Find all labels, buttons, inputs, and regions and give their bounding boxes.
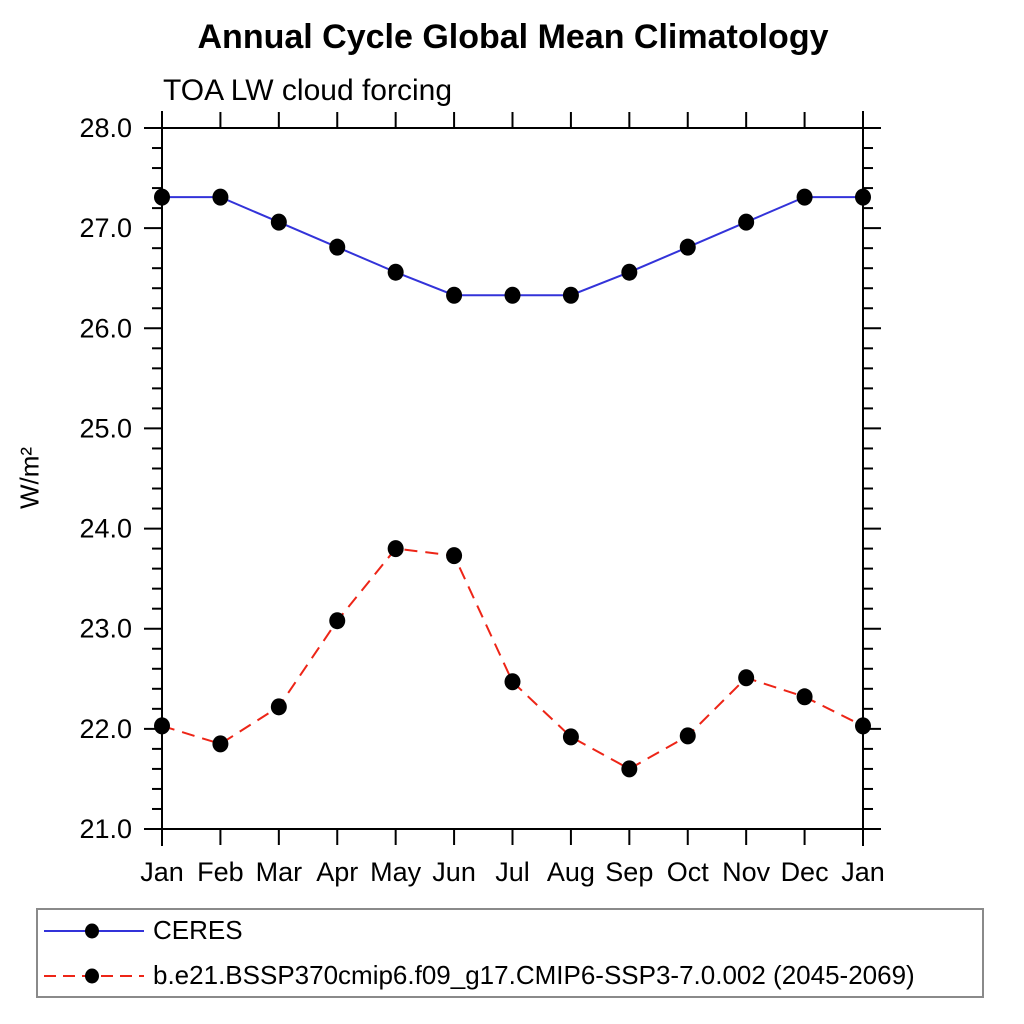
chart-title: Annual Cycle Global Mean Climatology — [197, 18, 829, 56]
svg-text:28.0: 28.0 — [79, 113, 132, 143]
legend-row-model: b.e21.BSSP370cmip6.f09_g17.CMIP6-SSP3-7.… — [38, 955, 982, 996]
svg-text:27.0: 27.0 — [79, 213, 132, 243]
svg-text:22.0: 22.0 — [79, 714, 132, 744]
svg-text:Oct: Oct — [667, 857, 710, 887]
series-0 — [154, 188, 871, 304]
svg-text:21.0: 21.0 — [79, 814, 132, 844]
svg-text:Apr: Apr — [316, 857, 358, 887]
svg-text:Sep: Sep — [605, 857, 653, 887]
axes — [144, 111, 881, 846]
legend-label-model: b.e21.BSSP370cmip6.f09_g17.CMIP6-SSP3-7.… — [153, 960, 915, 990]
svg-text:25.0: 25.0 — [79, 413, 132, 443]
legend-label-ceres: CERES — [153, 915, 243, 945]
legend-box: CERES b.e21.BSSP370cmip6.f09_g17.CMIP6-S… — [36, 908, 984, 998]
svg-text:Feb: Feb — [197, 857, 244, 887]
svg-text:Jul: Jul — [495, 857, 530, 887]
legend-sample-1 — [44, 968, 144, 983]
svg-text:May: May — [370, 857, 422, 887]
chart-subtitle: TOA LW cloud forcing — [163, 74, 453, 107]
svg-text:Mar: Mar — [256, 857, 303, 887]
axis-tick-labels: 21.0 22.0 23.0 24.0 25.0 26.0 27.0 28.0 Jan Feb Ma… — [79, 113, 884, 887]
legend-row-ceres: CERES — [38, 910, 982, 951]
svg-text:Aug: Aug — [547, 857, 595, 887]
svg-text:Jun: Jun — [432, 857, 476, 887]
series-1 — [154, 540, 871, 778]
svg-text:Jan: Jan — [140, 857, 184, 887]
svg-text:Nov: Nov — [722, 857, 771, 887]
svg-text:26.0: 26.0 — [79, 313, 132, 343]
legend-sample-0 — [44, 923, 144, 938]
svg-text:Jan: Jan — [841, 857, 885, 887]
svg-text:24.0: 24.0 — [79, 514, 132, 544]
svg-text:23.0: 23.0 — [79, 614, 132, 644]
svg-text:Dec: Dec — [781, 857, 829, 887]
